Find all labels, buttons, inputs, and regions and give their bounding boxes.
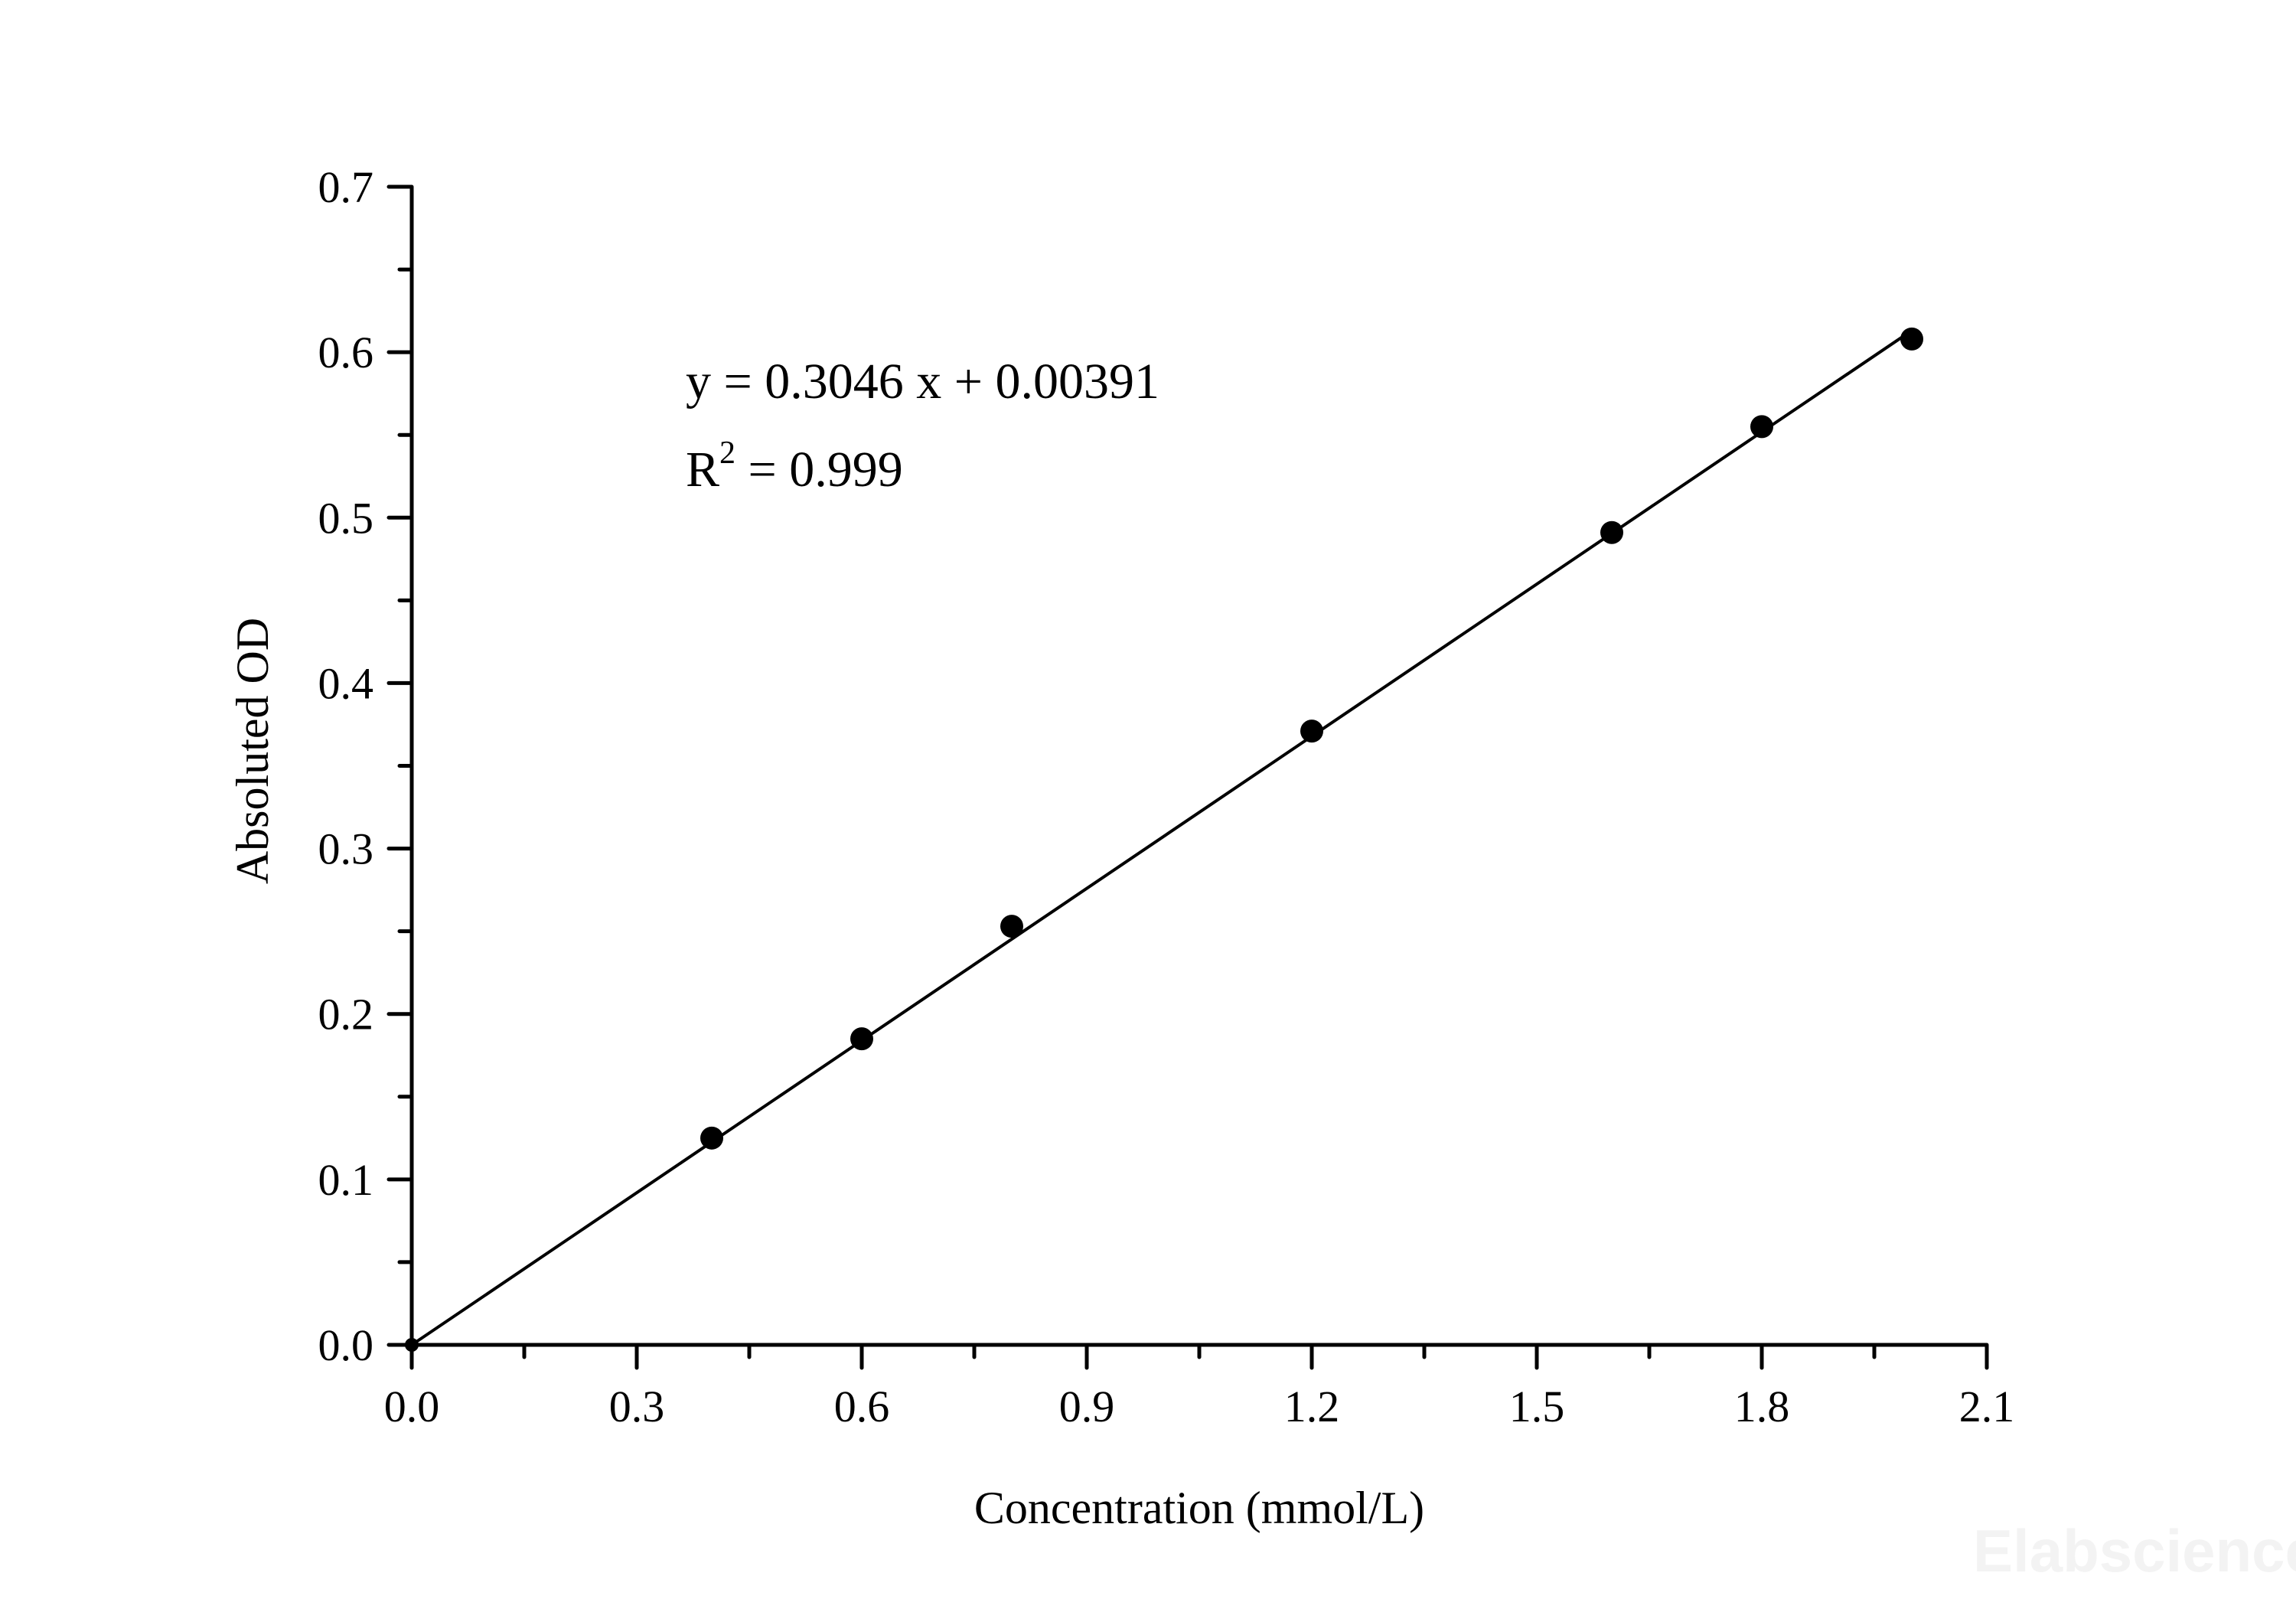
axis-ticks: [386, 184, 1989, 1370]
fit-line: [410, 329, 1913, 1346]
x-tick-label: 0.0: [384, 1382, 440, 1431]
y-tick-label: 0.5: [318, 493, 374, 543]
y-tick-label: 0.7: [318, 162, 374, 212]
data-point: [1750, 415, 1773, 439]
x-axis-label: Concentration (mmol/L): [974, 1483, 1424, 1533]
x-tick-label: 1.5: [1509, 1382, 1565, 1431]
x-tick-label: 1.2: [1284, 1382, 1340, 1431]
y-tick-label: 0.6: [318, 328, 374, 377]
data-point: [405, 1338, 419, 1352]
y-tick-label: 0.2: [318, 990, 374, 1039]
y-tick-label: 0.1: [318, 1155, 374, 1205]
r-squared-annotation: R2 = 0.999: [686, 436, 903, 498]
y-axis-label: Absoluted OD: [227, 618, 278, 884]
data-point: [1600, 520, 1623, 544]
y-tick-label: 0.4: [318, 658, 374, 708]
y-tick-label: 0.0: [318, 1320, 374, 1370]
data-point: [850, 1027, 873, 1051]
watermark-logo: Elabscience: [1973, 1517, 2296, 1584]
x-tick-label: 1.8: [1734, 1382, 1790, 1431]
tick-labels: 0.0 0.3 0.6 0.9 1.2 1.5 1.8 2.1 0.0 0.1 0.2 0.3 0.4 0…: [318, 162, 2015, 1431]
data-point: [700, 1126, 723, 1150]
data-point: [1000, 915, 1023, 938]
y-tick-label: 0.3: [318, 824, 374, 874]
equation-annotation: y = 0.3046 x + 0.00391: [686, 354, 1159, 410]
x-tick-label: 2.1: [1959, 1382, 2015, 1431]
x-tick-label: 0.6: [834, 1382, 890, 1431]
data-points: [405, 327, 1923, 1352]
data-point: [1900, 327, 1923, 351]
data-point: [1300, 720, 1323, 743]
x-tick-label: 0.3: [609, 1382, 665, 1431]
x-tick-label: 0.9: [1059, 1382, 1115, 1431]
